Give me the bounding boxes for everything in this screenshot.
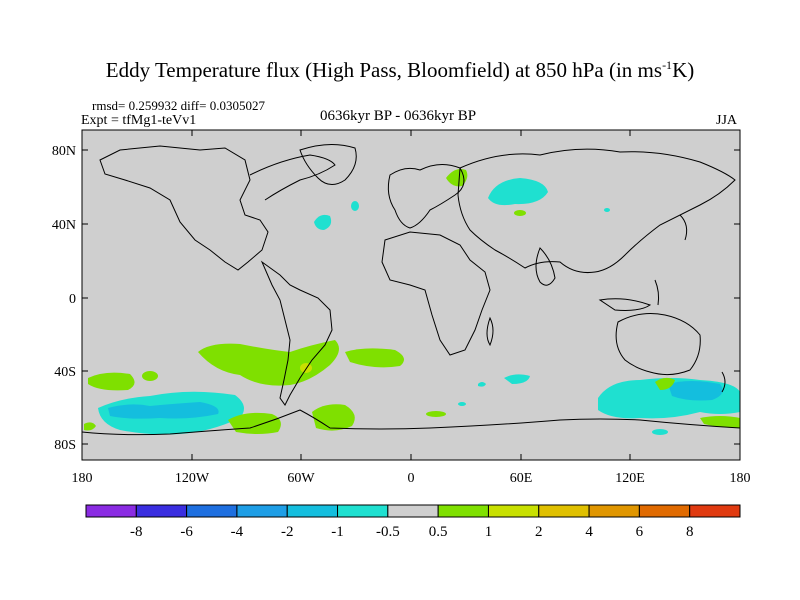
australia-coast: [615, 313, 701, 376]
colorbar-label: 0.5: [429, 524, 448, 540]
colorbar-swatch: [85, 504, 137, 518]
colorbar-label: -8: [130, 524, 143, 540]
colorbar-labels: -8 -6 -4 -2 -1 -0.5 0.5 1 2 4 6 8: [130, 524, 693, 540]
region-pacific-dot: [604, 208, 610, 212]
region-australia-green: [655, 377, 675, 390]
region-central-asia: [514, 210, 526, 216]
lon-label-120w: 120W: [175, 471, 210, 486]
lon-label-60e: 60E: [510, 471, 533, 486]
region-siberia: [488, 178, 548, 206]
colorbar-label: -6: [180, 524, 193, 540]
coastlines: [81, 144, 741, 436]
lon-label-60w: 60W: [287, 471, 315, 486]
experiment-label: Expt = tfMg1-teVv1: [81, 113, 197, 128]
lat-label-40n: 40N: [52, 218, 76, 233]
lat-labels: 80N 40N 0 40S 80S: [52, 144, 76, 453]
colorbar: [85, 504, 741, 518]
colorbar-swatch: [387, 504, 439, 518]
colorbar-swatch: [638, 504, 691, 518]
madagascar-coast: [486, 316, 494, 347]
region-north-atlantic: [314, 214, 332, 230]
lon-labels: 180 120W 60W 0 60E 120E 180: [72, 471, 751, 486]
region-southern-ocean-core: [108, 402, 219, 419]
region-small-cyan: [478, 382, 486, 387]
colorbar-label: -1: [331, 524, 344, 540]
colorbar-swatch: [689, 504, 741, 518]
region-south-atlantic: [345, 348, 404, 368]
north-america-coast: [99, 145, 269, 271]
colorbar-swatch: [236, 504, 288, 518]
colorbar-label: 8: [686, 524, 694, 540]
plot-title: Eddy Temperature flux (High Pass, Bloomf…: [105, 58, 695, 82]
region-ross-green: [700, 416, 740, 428]
stats-label: rmsd= 0.259932 diff= 0.0305027: [92, 98, 265, 113]
season-label: JJA: [716, 113, 738, 128]
region-south-australia-core: [668, 381, 723, 401]
asia-coast: [457, 148, 736, 273]
colorbar-swatch: [588, 504, 640, 518]
lat-label-80s: 80S: [54, 438, 76, 453]
colorbar-swatch: [437, 504, 489, 518]
africa-coast: [381, 231, 491, 356]
canada-arctic-coast: [249, 154, 336, 201]
region-south-pacific-yellow: [300, 363, 312, 373]
lon-label-180w: 180: [72, 471, 93, 486]
colorbar-label: 1: [485, 524, 493, 540]
region-atlantic-dot: [351, 201, 359, 211]
region-pacific-patch: [142, 371, 158, 381]
period-label: 0636kyr BP - 0636kyr BP: [320, 108, 477, 124]
lon-label-0: 0: [408, 471, 415, 486]
region-weddell-green: [312, 404, 355, 431]
colorbar-swatch: [538, 504, 590, 518]
antarctica-coast: [81, 409, 741, 436]
lon-label-180e: 180: [730, 471, 751, 486]
lon-label-120e: 120E: [615, 471, 645, 486]
colorbar-swatch: [186, 504, 238, 518]
region-ross-cyan: [652, 429, 668, 435]
colorbar-swatch: [135, 504, 188, 518]
colorbar-swatch: [337, 504, 389, 518]
colorbar-label: -0.5: [376, 524, 400, 540]
axis-ticks: [82, 130, 740, 460]
europe-coast: [387, 164, 465, 229]
lat-label-80n: 80N: [52, 144, 76, 159]
lat-label-0: 0: [69, 292, 76, 307]
colorbar-label: -4: [231, 524, 244, 540]
region-scandinavia: [446, 169, 468, 187]
india-coast: [535, 247, 556, 286]
region-south-pacific: [198, 340, 339, 386]
colorbar-label: -2: [281, 524, 294, 540]
region-indian-ocean-green: [426, 411, 446, 417]
region-indian-dot: [458, 402, 466, 406]
region-south-indian-cyan: [504, 374, 530, 384]
lat-label-40s: 40S: [54, 365, 76, 380]
indonesia-coast: [598, 298, 652, 311]
japan-coast: [679, 214, 688, 241]
colorbar-swatch: [487, 504, 540, 518]
colorbar-label: 2: [535, 524, 543, 540]
philippines-coast: [654, 279, 660, 306]
region-dateline-green: [88, 372, 135, 391]
south-america-coast: [260, 260, 333, 406]
colorbar-label: 4: [585, 524, 593, 540]
new-zealand-coast: [721, 371, 726, 393]
colorbar-label: 6: [636, 524, 644, 540]
greenland-coast: [299, 144, 357, 185]
region-far-west-green: [84, 422, 96, 431]
colorbar-swatch: [286, 504, 339, 518]
